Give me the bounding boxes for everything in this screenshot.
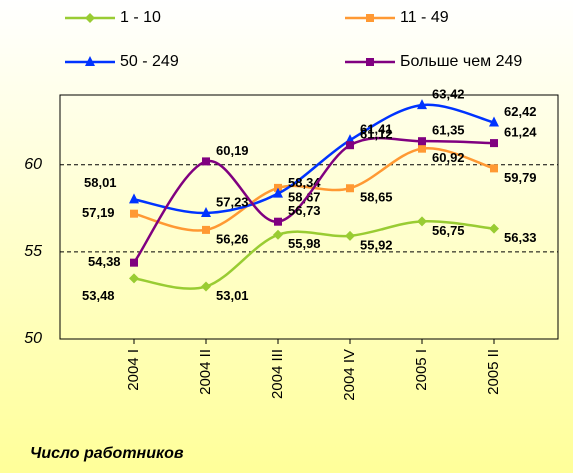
data-label: 55,98 [288,236,321,251]
data-label: 57,23 [216,194,249,209]
x-tick-label: 2005 I [413,349,430,391]
data-label: 61,12 [360,127,393,142]
data-label: 55,92 [360,237,393,252]
data-label: 61,24 [504,125,537,140]
marker [85,13,95,23]
x-tick-label: 2004 IV [341,349,358,401]
data-label: 62,42 [504,104,537,119]
marker [346,184,354,193]
x-tick-label: 2004 III [269,349,286,399]
data-label: 56,33 [504,230,537,245]
data-label: 56,73 [288,203,321,218]
data-label: 58,01 [84,175,117,190]
data-label: 56,75 [432,223,465,238]
marker [202,225,210,234]
marker [129,273,139,284]
x-tick-label: 2004 I [125,349,142,391]
data-label: 61,41 [360,122,393,137]
marker [417,99,427,110]
legend-label: 1 - 10 [120,9,161,26]
marker [274,217,282,226]
data-label: 63,42 [432,87,465,102]
marker [490,164,498,173]
y-tick-label: 50 [24,330,42,347]
marker [346,141,354,150]
data-label: 60,19 [216,143,249,158]
marker [366,14,374,22]
marker [202,157,210,166]
marker [201,281,211,292]
legend-label: Больше чем 249 [400,53,522,70]
series-line [133,103,495,215]
data-label: 53,01 [216,288,249,303]
data-label: 53,48 [82,288,115,303]
marker [130,258,138,267]
marker [490,139,498,148]
legend-label: 50 - 249 [120,53,179,70]
marker [345,230,355,241]
marker [366,58,374,66]
data-label: 54,38 [88,254,121,269]
data-label: 58,67 [288,189,321,204]
data-label: 60,92 [432,150,465,165]
series-line [133,220,495,290]
marker [417,216,427,227]
marker [273,229,283,240]
marker [489,116,499,127]
y-tick-label: 60 [24,156,42,173]
marker [130,209,138,218]
marker [418,137,426,146]
marker [418,144,426,153]
data-label: 59,79 [504,170,537,185]
data-label: 58,65 [360,190,393,205]
x-tick-label: 2004 II [197,349,214,395]
marker [273,187,283,198]
legend-label: 11 - 49 [400,9,449,26]
data-label: 57,19 [82,205,115,220]
data-label: 58,34 [288,175,321,190]
marker [85,56,95,66]
data-label: 61,35 [432,123,465,138]
x-tick-label: 2005 II [485,349,502,395]
marker [201,206,211,217]
y-tick-label: 55 [24,243,42,260]
x-axis-title: Число работников [30,445,184,462]
data-label: 56,26 [216,231,249,246]
marker [489,223,499,234]
marker [129,193,139,204]
